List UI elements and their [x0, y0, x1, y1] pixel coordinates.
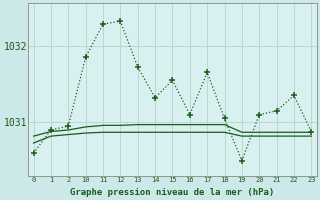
X-axis label: Graphe pression niveau de la mer (hPa): Graphe pression niveau de la mer (hPa): [70, 188, 275, 197]
